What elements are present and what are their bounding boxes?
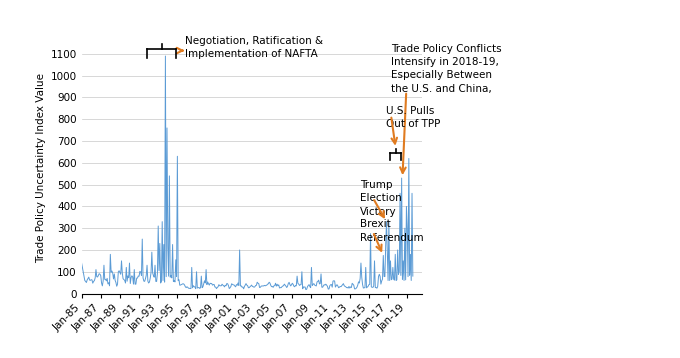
Y-axis label: Trade Policy Uncertainty Index Value: Trade Policy Uncertainty Index Value bbox=[36, 73, 46, 263]
Text: U.S. Pulls
Out of TPP: U.S. Pulls Out of TPP bbox=[386, 106, 441, 129]
Text: Trump
Election
Victory: Trump Election Victory bbox=[360, 180, 402, 217]
Text: Brexit
Referendum: Brexit Referendum bbox=[360, 219, 424, 243]
Text: Negotiation, Ratification &
Implementation of NAFTA: Negotiation, Ratification & Implementati… bbox=[185, 36, 323, 59]
Text: Trade Policy Conflicts
Intensify in 2018-19,
Especially Between
the U.S. and Chi: Trade Policy Conflicts Intensify in 2018… bbox=[391, 44, 502, 94]
